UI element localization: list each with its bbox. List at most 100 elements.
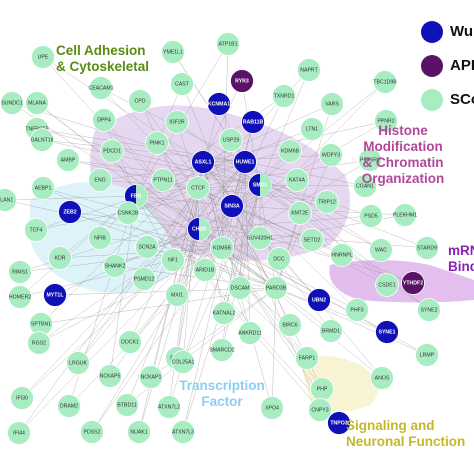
node-circle [319,319,343,343]
node: CHD8 [187,217,211,241]
node-circle [157,395,181,419]
edge [99,179,199,189]
node: PDSS2 [80,420,104,444]
node-label: SUNDC1 [1,100,22,106]
cluster-label: Histone [378,123,428,138]
node: NCKAP5 [98,364,122,388]
node: HUWE1 [233,150,257,174]
node: CSDE1 [375,273,399,297]
node-label: KATNAL2 [213,310,236,316]
edge [202,161,223,249]
node: KCNMA1 [207,92,231,116]
node-circle [103,254,127,278]
node-circle [260,396,284,420]
node-circle [191,150,215,174]
edge [99,237,223,249]
node-circle [25,91,49,115]
node-label: CEACAM1 [88,85,113,91]
node-circle [66,351,90,375]
node-circle [58,200,82,224]
node-label: TBC1D9B [373,79,397,85]
node-circle [88,168,112,192]
node: KMT2E [288,201,312,225]
node-label: USP29 [223,137,240,143]
node-circle [56,148,80,172]
node: USP29 [219,128,243,152]
node-circle [285,168,309,192]
node-label: SETD2 [304,237,321,243]
node-label: YME1L1 [163,49,183,55]
node-label: COL25A1 [172,359,195,365]
node: MXI1 [165,283,189,307]
node-label: NFIB [94,235,106,241]
node: SPTBN1 [29,312,53,336]
node: SUNDC1 [0,91,24,115]
node: ASXL1 [191,150,215,174]
node-label: SCN2A [138,244,156,250]
node-circle [48,246,72,270]
node: ANOS [370,366,394,390]
edge [202,80,243,163]
cluster-label: Factor [201,394,243,409]
node: SYNE2 [417,298,441,322]
node: PINK1 [145,131,169,155]
cluster-label: Neuronal Function [346,434,465,449]
node: LRGUK [66,351,90,375]
node: AMBP [56,148,80,172]
node: NCKAP1 [139,365,163,389]
node-label: CGAN1 [356,183,374,189]
node-label: GALNT18 [30,137,53,143]
node-circle [278,313,302,337]
node-circle [127,420,151,444]
node-label: TRIP12 [318,199,336,205]
node-label: IFI44 [13,430,25,436]
node-label: CSNK2B [118,210,139,216]
edge [202,154,332,163]
node-circle [116,201,140,225]
node-label: ENG [94,177,105,183]
edge [135,195,206,271]
node-label: CSDE1 [378,282,395,288]
node: BRMD1 [319,319,343,343]
node-label: UPE [38,54,49,60]
node-circle [161,40,185,64]
node: CPD [128,89,152,113]
node-label: CNPY3 [311,407,328,413]
node-label: NCKAP5 [100,373,121,379]
node: PSMD12 [132,267,156,291]
edge [182,187,199,363]
edge [221,247,320,301]
node-circle [210,338,234,362]
node-label: CAST [175,81,190,87]
node-label: AMBP [61,157,76,163]
node: IGF2R [165,110,189,134]
node-label: HUWE1 [236,159,255,165]
node: PPNR2 [374,109,398,133]
node-circle [401,271,425,295]
node-label: TCF4 [30,227,43,233]
node: IFI30 [10,386,34,410]
node-circle [267,247,291,271]
node-circle [373,70,397,94]
cluster-label: Organization [362,171,445,186]
node: NAPRT [297,58,321,82]
node: IFI44 [7,421,31,445]
node-label: SLAN1 [0,197,13,203]
node-circle [24,218,48,242]
node-label: IGF2R [169,119,185,125]
node: SETD2 [300,228,324,252]
node-label: SMD1 [253,182,268,188]
node-label: IFI30 [16,395,28,401]
node: NF1 [161,248,185,272]
node-circle [161,248,185,272]
node-half [199,217,211,241]
edge [202,103,333,163]
node: TRIP12 [315,190,339,214]
node-circle [393,203,417,227]
node-circle [307,288,331,312]
legend: Wu APL SCo [421,21,474,111]
node: HNRNPL [330,243,354,267]
cluster-label: Cell Adhesion [56,43,146,58]
node-label: CHD8 [192,226,206,232]
node-half [136,184,148,208]
